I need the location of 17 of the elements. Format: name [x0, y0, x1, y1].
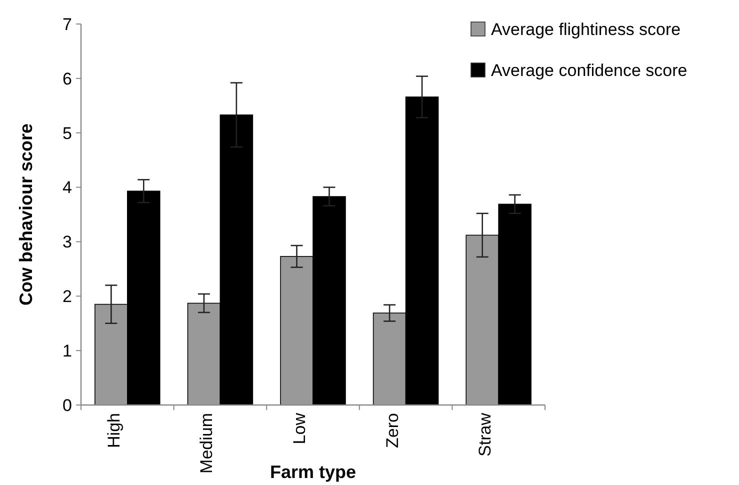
y-tick-label: 0	[62, 396, 72, 415]
y-tick-label: 7	[62, 14, 72, 34]
y-tick-label: 4	[62, 178, 72, 198]
y-tick-label: 5	[62, 124, 72, 143]
y-tick-label: 1	[62, 342, 72, 361]
legend-label: Average confidence score	[491, 60, 688, 80]
x-tick-label: High	[104, 413, 124, 448]
x-tick-label: Zero	[382, 413, 402, 448]
y-tick-label: 2	[62, 287, 72, 306]
legend-label: Average flightiness score	[491, 20, 681, 39]
x-tick-label: Straw	[476, 412, 495, 456]
y-tick-label: 6	[62, 69, 72, 88]
y-axis-title: Cow behaviour score	[16, 123, 36, 306]
x-tick-label: Medium	[197, 413, 216, 474]
x-tick-label: Low	[290, 412, 309, 444]
x-axis-title: Farm type	[270, 462, 356, 482]
y-tick-label: 3	[62, 232, 72, 252]
